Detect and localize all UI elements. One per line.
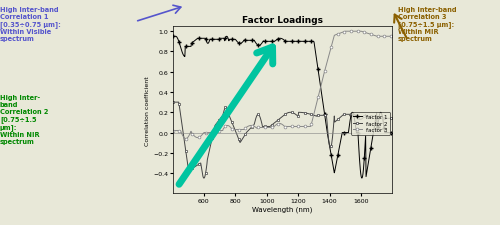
factor 3 (385, 36, 391, 38)
factor 2 (170, 101, 175, 104)
factor 1 (300, 41, 306, 43)
factor 2 (276, 119, 282, 121)
Line: factor 2: factor 2 (171, 101, 394, 180)
factor 3 (343, 31, 349, 33)
Text: High Inter-band
Correlation 3
[0.75÷1.5 μm]:
Within MIR
spectrum: High Inter-band Correlation 3 [0.75÷1.5 … (398, 7, 456, 42)
factor 1 (288, 41, 294, 43)
factor 1 (358, 177, 364, 180)
Text: High Inter-
band
Correlation 2
[0.75÷1.5
μm]:
Within NIR
spectrum: High Inter- band Correlation 2 [0.75÷1.5… (0, 94, 48, 144)
factor 3 (301, 126, 307, 128)
factor 1 (350, 112, 356, 114)
factor 2 (201, 177, 207, 180)
factor 3 (182, 138, 188, 140)
factor 3 (170, 130, 175, 132)
factor 1 (390, 132, 396, 134)
factor 2 (350, 113, 356, 116)
X-axis label: Wavelength (nm): Wavelength (nm) (252, 205, 312, 212)
Legend: factor 1, factor 2, factor 3: factor 1, factor 2, factor 3 (351, 112, 390, 135)
factor 1 (274, 39, 280, 42)
factor 2 (274, 119, 280, 122)
factor 1 (170, 36, 175, 38)
factor 2 (384, 117, 390, 120)
factor 3 (289, 126, 295, 128)
factor 3 (276, 123, 282, 125)
factor 3 (274, 123, 280, 126)
factor 3 (390, 36, 396, 38)
factor 1 (276, 38, 281, 41)
factor 2 (289, 112, 295, 114)
factor 2 (301, 112, 307, 115)
Y-axis label: Correlation coefficient: Correlation coefficient (146, 76, 150, 145)
factor 3 (350, 31, 356, 33)
Line: factor 1: factor 1 (171, 35, 394, 180)
Line: factor 3: factor 3 (171, 31, 394, 140)
factor 2 (390, 117, 396, 120)
Title: Factor Loadings: Factor Loadings (242, 16, 323, 25)
Text: High Inter-band
Correlation 1
[0.35÷0.75 μm]:
Within Visible
spectrum: High Inter-band Correlation 1 [0.35÷0.75… (0, 7, 61, 42)
factor 1 (384, 132, 390, 134)
